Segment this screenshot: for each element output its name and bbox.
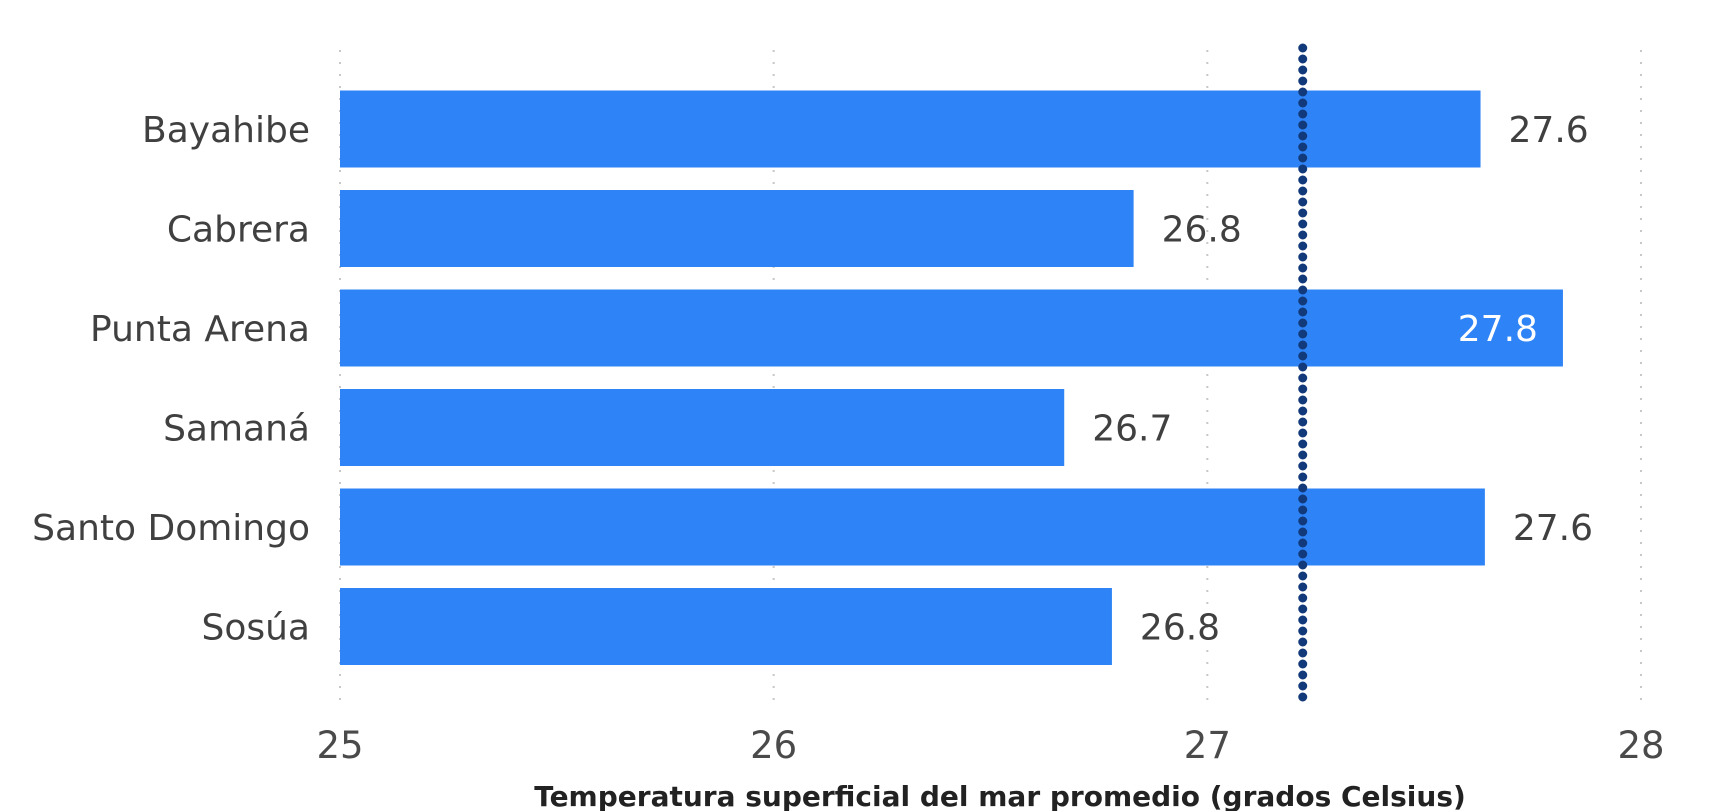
bar: [340, 190, 1134, 267]
category-label: Samaná: [163, 409, 310, 450]
category-label: Punta Arena: [90, 309, 310, 350]
bar: [340, 90, 1481, 168]
x-axis-title: Temperatura superficial del mar promedio…: [534, 780, 1466, 811]
bar: [340, 488, 1485, 566]
data-label: 26.7: [1092, 409, 1172, 450]
data-label: 27.6: [1513, 508, 1593, 549]
bar: [340, 588, 1112, 665]
category-label: Cabrera: [167, 210, 310, 251]
bar: [340, 389, 1065, 466]
data-label: 26.8: [1140, 608, 1220, 649]
x-tick-label: 27: [1184, 724, 1231, 767]
category-label: Santo Domingo: [32, 508, 310, 549]
category-label: Bayahibe: [142, 110, 310, 151]
category-label: Sosúa: [201, 608, 310, 649]
x-tick-label: 26: [750, 724, 797, 767]
x-tick-label: 25: [316, 724, 363, 767]
data-label: 26.8: [1162, 210, 1242, 251]
data-label: 27.8: [1458, 309, 1538, 350]
labels: 25 26 27 28 Bayahibe 27.6 Cabrera 26.8 Punta Are…: [32, 110, 1664, 767]
bar: [340, 289, 1563, 367]
data-label: 27.6: [1509, 110, 1589, 151]
bars: [340, 90, 1563, 665]
x-tick-label: 28: [1617, 724, 1664, 767]
